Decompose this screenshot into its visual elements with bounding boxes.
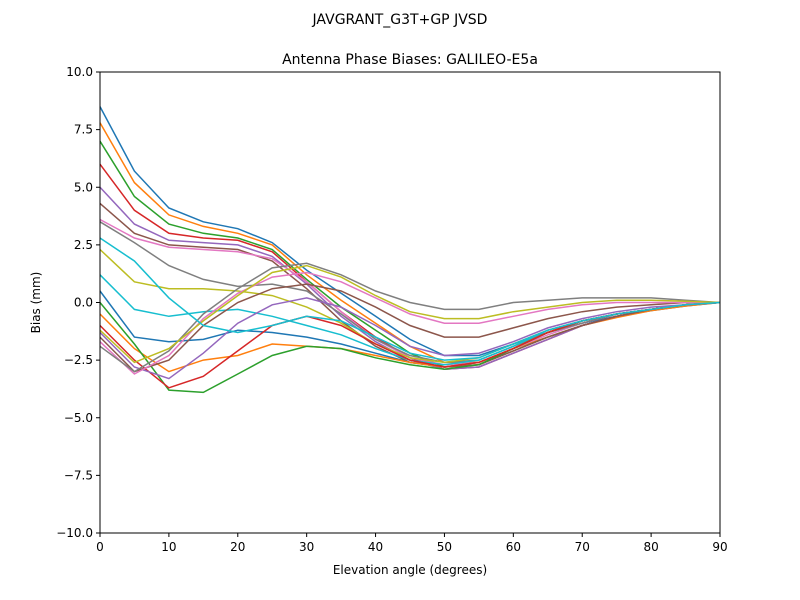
x-tick-label: 60	[506, 540, 521, 554]
x-tick-label: 40	[368, 540, 383, 554]
x-tick-label: 50	[437, 540, 452, 554]
y-tick-label: 2.5	[74, 238, 93, 252]
series-line-20	[99, 237, 721, 361]
x-tick-label: 30	[299, 540, 314, 554]
x-tick-label: 0	[96, 540, 104, 554]
x-tick-label: 20	[230, 540, 245, 554]
x-tick-label: 10	[161, 540, 176, 554]
y-tick-label: 7.5	[74, 123, 93, 137]
series-line-17	[99, 271, 720, 375]
x-axis-label: Elevation angle (degrees)	[333, 563, 487, 577]
y-tick-label: 5.0	[74, 180, 93, 194]
series-line-15	[99, 297, 721, 380]
y-tick-label: −5.0	[64, 411, 93, 425]
y-axis-label: Bias (mm)	[29, 272, 43, 334]
series-line-6	[99, 202, 721, 368]
series-line-19	[99, 264, 721, 364]
y-tick-label: −2.5	[64, 353, 93, 367]
y-tick-label: −10.0	[56, 526, 93, 540]
y-tick-label: 10.0	[66, 65, 93, 79]
y-axis: −10.0 −7.5 −5.0 −2.5 0.0 2.5 5.0 7.5 10.0	[56, 65, 100, 540]
x-tick-label: 80	[643, 540, 658, 554]
suptitle: JAVGRANT_G3T+GP JVSD	[312, 12, 488, 28]
series-line-8	[99, 221, 721, 364]
y-tick-label: 0.0	[74, 296, 93, 310]
series-line-3	[99, 140, 721, 368]
chart-title: Antenna Phase Biases: GALILEO-E5a	[282, 52, 538, 68]
series-lines	[99, 106, 721, 394]
x-axis: 0 10 20 30 40 50 60 70 80 90	[96, 533, 728, 554]
series-line-5	[99, 186, 721, 371]
series-line-18	[99, 262, 721, 373]
y-tick-label: −7.5	[64, 468, 93, 482]
x-tick-label: 90	[712, 540, 727, 554]
x-tick-label: 70	[575, 540, 590, 554]
